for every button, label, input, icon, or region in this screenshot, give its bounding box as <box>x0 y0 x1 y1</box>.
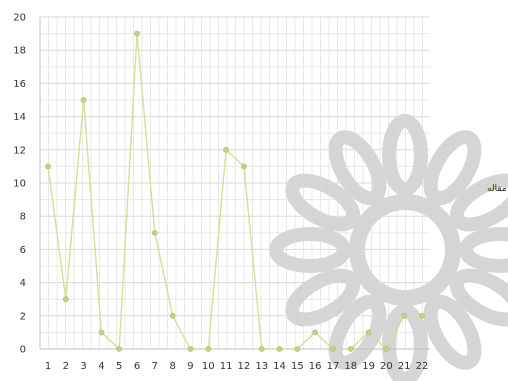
legend: تعداد مقاله <box>487 184 508 194</box>
legend-label: تعداد مقاله <box>487 184 508 194</box>
data-point <box>258 346 265 352</box>
y-tick-label: 4 <box>20 278 26 289</box>
grid-lines <box>39 16 430 350</box>
x-tick-label: 11 <box>220 361 233 372</box>
data-point <box>116 346 123 352</box>
watermark-petal <box>285 268 361 327</box>
y-tick-label: 18 <box>13 46 26 57</box>
data-point <box>347 346 354 352</box>
y-tick-label: 0 <box>20 345 26 356</box>
data-point <box>312 329 319 336</box>
watermark-petal <box>449 268 508 327</box>
data-point <box>187 346 194 352</box>
x-tick-label: 20 <box>380 361 393 372</box>
x-tick-label: 2 <box>63 361 69 372</box>
x-tick-label: 13 <box>255 361 268 372</box>
data-point <box>276 346 283 352</box>
series-line <box>47 33 422 351</box>
data-point <box>241 163 247 170</box>
x-tick-labels: 1 2 3 4 5 6 7 8 9 10 11 12 13 14 15 16 17 18 19 20 21 22 <box>45 361 429 372</box>
x-tick-label: 4 <box>98 361 104 372</box>
data-point <box>134 30 140 37</box>
axes <box>39 17 430 350</box>
watermark-petal <box>423 130 482 206</box>
x-tick-label: 22 <box>416 361 429 372</box>
y-tick-label: 16 <box>13 79 26 90</box>
data-point <box>169 312 176 319</box>
watermark-petal <box>423 294 482 370</box>
y-tick-label: 2 <box>20 311 26 322</box>
x-tick-label: 3 <box>80 361 86 372</box>
x-tick-label: 10 <box>202 361 215 372</box>
data-point <box>205 346 212 352</box>
x-tick-label: 8 <box>169 361 175 372</box>
data-point <box>365 329 372 336</box>
x-tick-label: 5 <box>116 361 122 372</box>
data-point <box>383 346 390 352</box>
data-point <box>45 163 51 170</box>
x-tick-label: 7 <box>152 361 158 372</box>
y-tick-label: 14 <box>13 112 26 123</box>
x-tick-label: 18 <box>344 361 357 372</box>
y-tick-labels: 0 2 4 6 8 10 12 14 16 18 20 <box>13 13 26 356</box>
x-tick-label: 21 <box>398 361 411 372</box>
x-tick-label: 19 <box>362 361 375 372</box>
data-point <box>62 296 69 303</box>
x-tick-label: 15 <box>291 361 304 372</box>
legend-marker <box>491 185 497 191</box>
data-point <box>151 229 158 236</box>
y-tick-label: 12 <box>13 145 26 156</box>
x-tick-label: 6 <box>134 361 140 372</box>
x-tick-label: 17 <box>327 361 340 372</box>
watermark-petal <box>459 227 508 273</box>
data-point <box>223 146 229 153</box>
series <box>45 30 425 352</box>
y-tick-label: 8 <box>20 212 26 223</box>
data-point <box>80 97 87 103</box>
data-point <box>98 329 105 336</box>
data-point <box>294 346 301 352</box>
x-tick-label: 9 <box>187 361 193 372</box>
data-point <box>419 312 425 319</box>
y-tick-label: 20 <box>13 13 26 24</box>
watermark-ornament-icon <box>269 114 508 381</box>
watermark-petal <box>449 173 508 232</box>
data-point <box>330 346 336 352</box>
x-tick-label: 12 <box>238 361 251 372</box>
data-point <box>401 312 408 319</box>
x-tick-label: 14 <box>273 361 286 372</box>
x-tick-label: 1 <box>45 361 51 372</box>
y-tick-label: 10 <box>13 179 26 190</box>
y-tick-label: 6 <box>20 245 26 256</box>
x-tick-label: 16 <box>309 361 322 372</box>
